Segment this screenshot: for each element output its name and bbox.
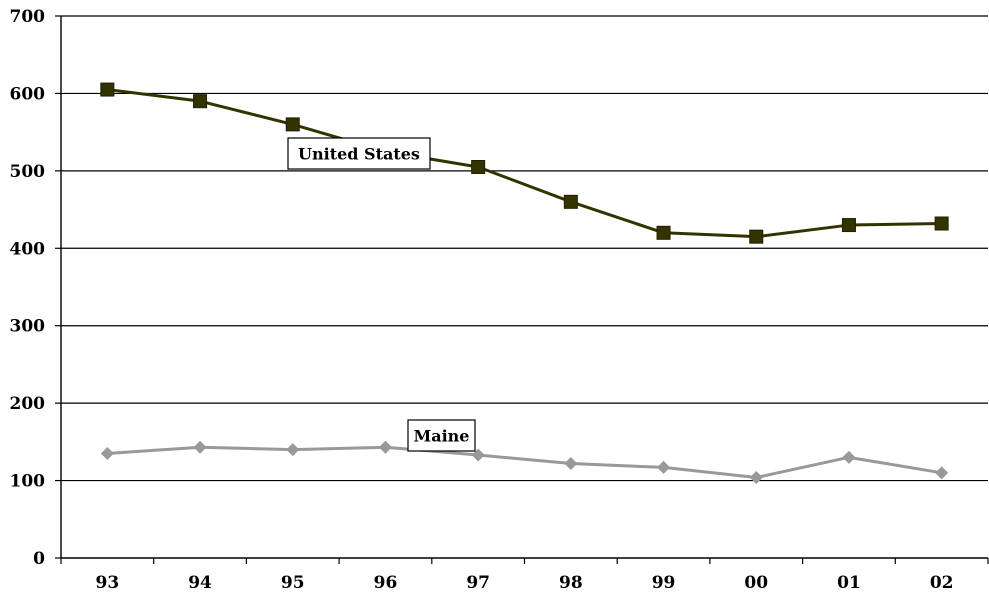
x-tick-label: 02 — [930, 573, 954, 593]
y-tick-labels: 0 100 200 300 400 500 600 700 — [10, 7, 46, 569]
series-line-united-states — [107, 88, 942, 239]
data-point — [934, 216, 949, 231]
y-tick-label: 300 — [10, 317, 46, 337]
y-tick-label: 200 — [10, 394, 46, 414]
data-point — [842, 450, 856, 464]
data-point — [100, 82, 115, 97]
data-point — [193, 94, 208, 109]
series-label-box — [287, 137, 431, 170]
y-tick-label: 700 — [10, 7, 46, 27]
y-tick-label: 0 — [33, 549, 45, 569]
x-tick-label: 94 — [188, 573, 212, 593]
data-point — [378, 440, 392, 454]
data-point — [471, 159, 486, 174]
data-point — [471, 448, 485, 462]
data-point — [285, 117, 300, 132]
data-point — [657, 460, 671, 474]
y-tick-label: 500 — [10, 162, 46, 182]
data-point — [841, 218, 856, 233]
y-tick-label: 400 — [10, 239, 46, 259]
series-markers — [100, 82, 949, 484]
series-line-maine — [107, 445, 942, 479]
gridlines — [61, 15, 988, 482]
data-point — [563, 194, 578, 209]
axes — [55, 15, 989, 564]
data-point — [100, 446, 114, 460]
series-label: Maine — [407, 419, 476, 452]
x-tick-labels: 93 94 95 96 97 98 99 00 01 02 — [96, 573, 954, 593]
x-tick-label: 99 — [652, 573, 676, 593]
data-point — [749, 229, 764, 244]
x-tick-label: 93 — [96, 573, 120, 593]
x-tick-label: 97 — [466, 573, 490, 593]
x-tick-label: 95 — [281, 573, 305, 593]
series-label-text: Maine — [414, 427, 470, 446]
data-point — [935, 466, 949, 480]
y-tick-label: 100 — [10, 472, 46, 492]
series-label-text: United States — [298, 145, 420, 164]
data-point — [286, 443, 300, 457]
x-tick-label: 98 — [559, 573, 583, 593]
data-point — [193, 440, 207, 454]
series-label: United States — [287, 137, 431, 170]
series-labels: United States Maine — [287, 137, 476, 452]
x-tick-label: 96 — [374, 573, 398, 593]
data-point — [656, 225, 671, 240]
series-lines — [107, 88, 942, 479]
data-point — [564, 457, 578, 471]
data-point — [749, 470, 763, 484]
y-tick-label: 600 — [10, 84, 46, 104]
x-tick-label: 00 — [744, 573, 768, 593]
series-label-box — [407, 419, 476, 452]
x-tick-label: 01 — [837, 573, 861, 593]
